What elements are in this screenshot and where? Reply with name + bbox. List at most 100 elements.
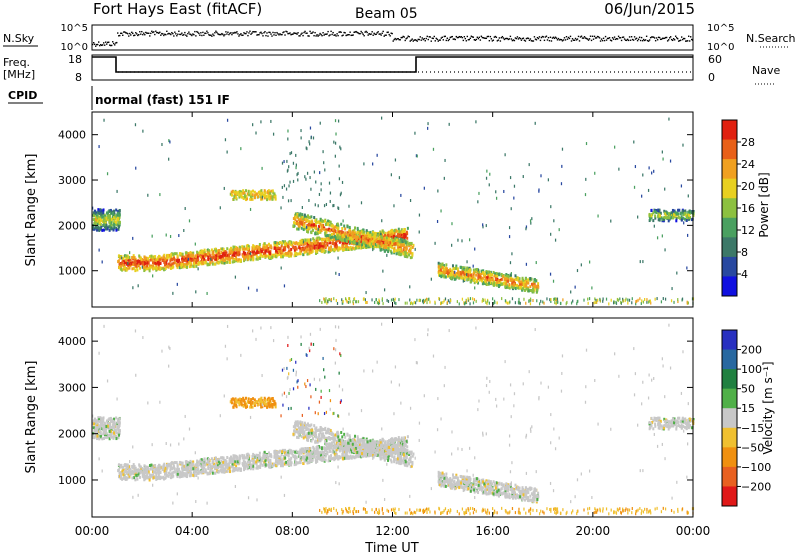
power-cell (509, 300, 511, 304)
power-cell (204, 259, 207, 263)
power-cell (554, 301, 556, 305)
power-cell (529, 285, 532, 289)
nsky-point (561, 40, 564, 42)
power-cell (99, 217, 102, 221)
power-cell (273, 253, 276, 257)
nsky-point (620, 39, 623, 42)
power-cell (196, 250, 199, 254)
velocity-cell (109, 426, 112, 430)
power-cell (663, 215, 666, 219)
nsky-point (103, 42, 105, 44)
nsky-point (627, 39, 630, 42)
nsky-point (486, 35, 489, 38)
power-cell (528, 299, 530, 303)
power-cell (378, 235, 381, 239)
nsky-point (572, 39, 575, 41)
power-cell (457, 270, 460, 274)
power-cell (268, 191, 271, 195)
velocity-cell (112, 429, 115, 433)
power-cell (356, 235, 359, 239)
nsky-point (477, 37, 480, 40)
nsky-point (411, 38, 413, 40)
power-cell (285, 251, 288, 255)
power-cell (484, 278, 487, 282)
nsky-point (476, 36, 479, 38)
power-cell (170, 257, 173, 261)
power-cell (292, 179, 295, 183)
power-cell (275, 246, 278, 250)
power-cell (667, 212, 670, 216)
power-cell (215, 249, 218, 253)
velocity-cell (106, 426, 109, 430)
power-cell (441, 266, 444, 270)
nsky-point (468, 38, 471, 41)
power-cell (513, 282, 516, 286)
power-cell (304, 215, 307, 219)
power-cell (507, 275, 510, 279)
power-cell (338, 206, 340, 210)
nsky-point (99, 44, 101, 47)
power-cell (258, 249, 261, 253)
power-cell (117, 223, 120, 227)
power-cell (107, 210, 110, 214)
velocity-cell (113, 431, 116, 435)
power-cell (366, 300, 368, 304)
power-cell (96, 217, 99, 221)
power-cell (403, 234, 406, 238)
nsky-point (325, 33, 327, 36)
power-cell (481, 299, 483, 303)
power-cell (244, 247, 247, 251)
power-cell (370, 242, 373, 246)
power-cell (309, 244, 312, 248)
power-cell (323, 204, 326, 208)
power-cell (328, 181, 331, 185)
power-cell (487, 270, 490, 274)
power-echoes (92, 116, 695, 306)
nsky-point (502, 37, 505, 39)
power-cell (235, 246, 238, 250)
power-cell (193, 256, 196, 260)
velocity-cell (113, 424, 116, 428)
velocity-cell (256, 456, 259, 460)
power-cell (388, 237, 391, 241)
nsky-point (362, 33, 364, 36)
velocity-cell (107, 422, 110, 426)
power-cell (109, 217, 112, 221)
nsky-point (683, 37, 686, 40)
power-cell (243, 259, 246, 263)
power-cell (303, 213, 306, 217)
power-cell (299, 249, 302, 253)
power-cell (260, 189, 263, 193)
power-cell (529, 277, 532, 281)
power-cell (294, 218, 297, 222)
power-cell (259, 247, 262, 251)
power-cell (169, 140, 171, 144)
power-cell (326, 241, 329, 245)
power-cell (639, 260, 641, 264)
power-cell (485, 300, 487, 304)
power-cell (157, 259, 160, 263)
power-cell (529, 297, 532, 301)
power-cell (610, 298, 612, 302)
power-cell (398, 243, 401, 247)
power-cell (189, 259, 192, 263)
power-cell (311, 247, 314, 251)
nsky-point (444, 35, 446, 38)
power-cell (683, 221, 685, 225)
velocity-cell (322, 455, 325, 459)
power-cell (530, 221, 532, 225)
power-cell (178, 258, 181, 262)
nsky-point (386, 31, 388, 34)
power-cell (583, 298, 585, 302)
power-cell (297, 218, 300, 222)
velocity-cell (278, 455, 281, 459)
power-cell (375, 298, 377, 302)
nsky-point (124, 31, 126, 33)
power-cell (485, 278, 488, 282)
power-cell (376, 153, 378, 157)
velocity-cell (98, 437, 101, 441)
power-cell (437, 261, 440, 265)
nsky-point (267, 35, 269, 37)
nsky-point (131, 31, 133, 34)
power-cell (364, 239, 367, 243)
